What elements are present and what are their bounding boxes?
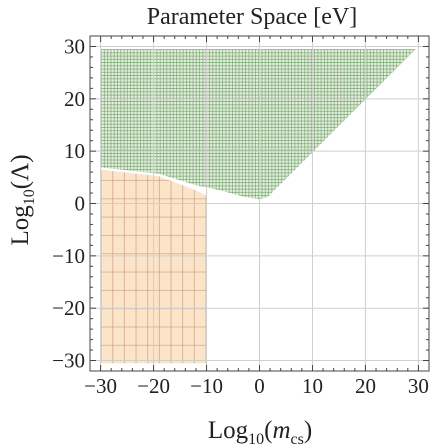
x-axis-label-var-sub: cs xyxy=(291,431,304,446)
x-axis-label: Log10(mcs) xyxy=(208,417,312,446)
y-tick-label: 20 xyxy=(64,87,85,111)
x-tick-label: −10 xyxy=(190,374,223,398)
axis-ticks xyxy=(89,35,430,372)
x-axis-label-var: m xyxy=(272,417,290,444)
y-tick-label: 10 xyxy=(64,139,85,163)
plot-regions xyxy=(100,49,416,364)
y-axis-label-open: ( xyxy=(7,181,34,189)
y-tick-labels: −30 −20 −10 0 10 20 30 xyxy=(52,34,85,372)
x-tick-label: −30 xyxy=(84,374,117,398)
chart-title: Parameter Space [eV] xyxy=(147,4,358,30)
y-axis-label: Log10(Λ) xyxy=(7,154,38,245)
x-axis-label-base: Log xyxy=(208,417,249,444)
grid-lines xyxy=(90,36,429,371)
x-axis-label-close: ) xyxy=(304,417,312,444)
x-axis-label-open: ( xyxy=(264,417,272,444)
y-tick-label: 0 xyxy=(75,192,86,216)
y-axis-label-var: Λ xyxy=(7,163,34,181)
y-tick-label: −10 xyxy=(52,244,85,268)
x-tick-label: 0 xyxy=(254,374,265,398)
y-tick-label: −20 xyxy=(52,296,85,320)
x-tick-label: 20 xyxy=(355,374,376,398)
y-tick-label: −30 xyxy=(52,349,85,373)
x-tick-label: 30 xyxy=(408,374,429,398)
y-axis-label-base: Log xyxy=(7,205,34,246)
x-tick-label: 10 xyxy=(302,374,323,398)
y-axis-label-close: ) xyxy=(7,154,34,162)
x-tick-label: −20 xyxy=(137,374,170,398)
x-axis-label-sub: 10 xyxy=(248,431,264,446)
y-tick-label: 30 xyxy=(64,34,85,58)
region-green xyxy=(100,49,416,200)
y-axis-label-sub: 10 xyxy=(21,189,38,205)
x-tick-labels: −30 −20 −10 0 10 20 30 xyxy=(84,374,429,398)
